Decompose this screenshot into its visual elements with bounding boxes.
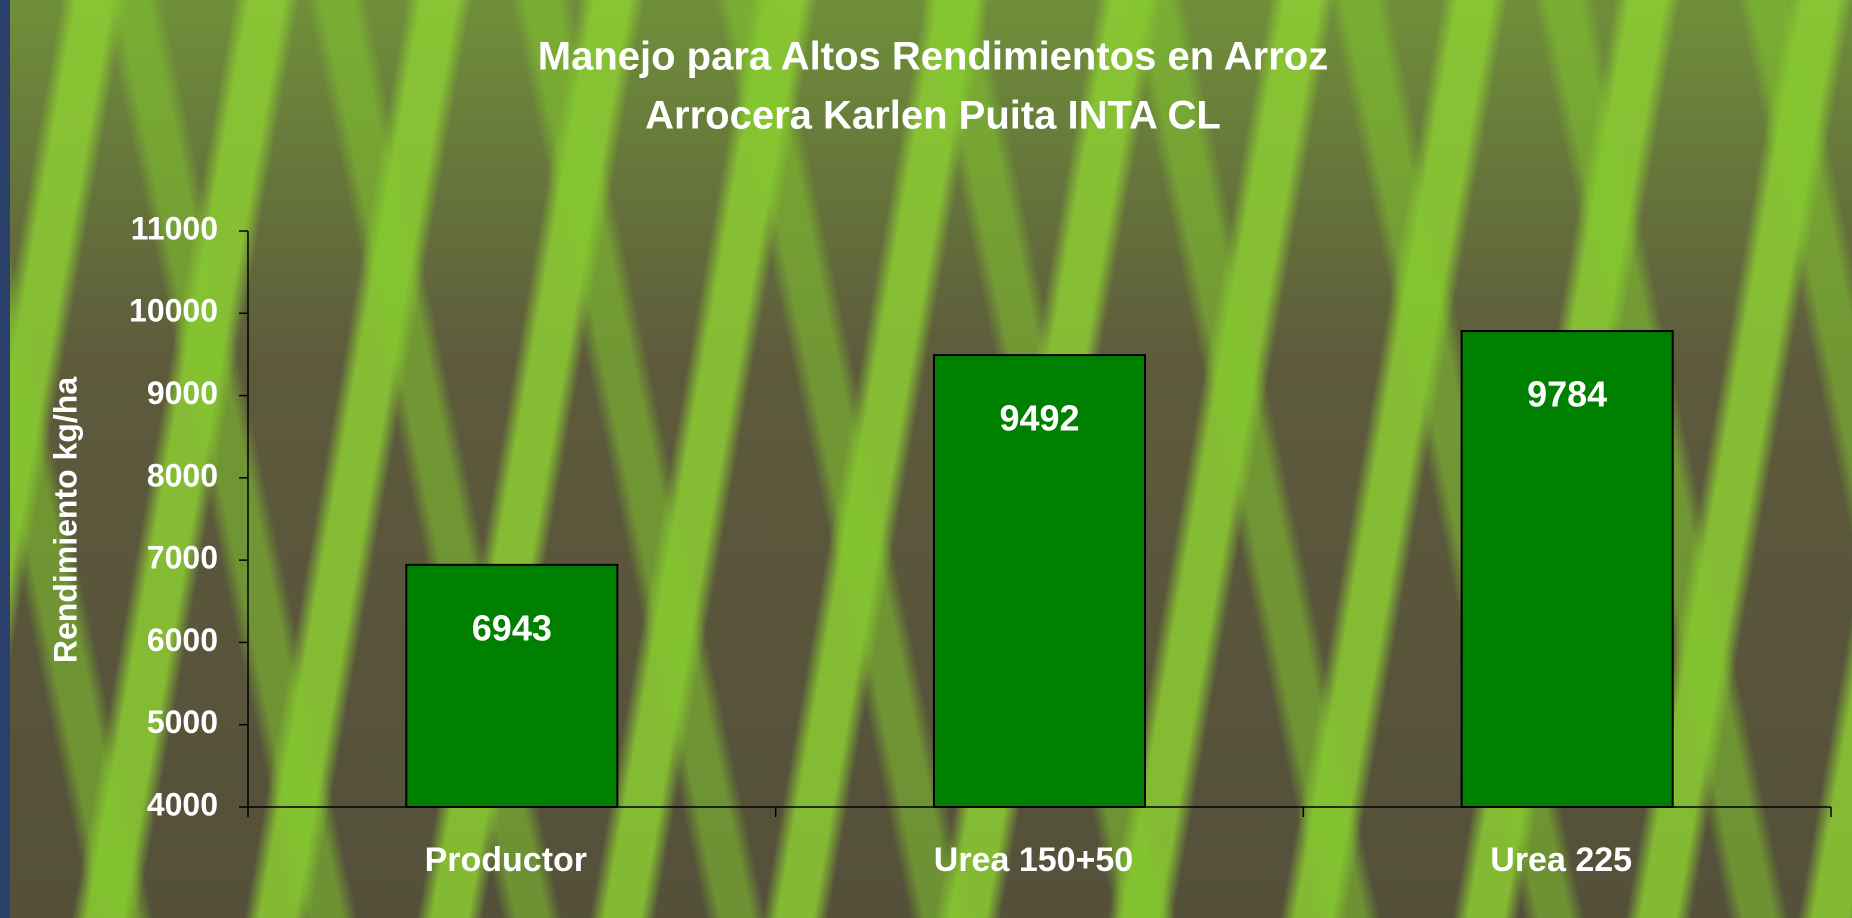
y-tick-label: 9000 [147,375,218,411]
value-label: 9492 [999,398,1079,439]
value-label: 6943 [472,607,552,648]
y-tick-label: 4000 [147,786,218,822]
bar [932,354,1147,808]
y-tick-label: 10000 [129,293,218,329]
y-axis-label: Rendimiento kg/ha [47,377,83,663]
y-tick-label: 8000 [147,457,218,493]
x-tick-label: Urea 225 [1490,841,1632,879]
chart-title: Manejo para Altos Rendimientos en Arroz [538,35,1329,79]
y-tick-label: 11000 [131,210,218,246]
y-tick-label: 5000 [147,704,218,740]
x-tick-label: Productor [425,841,587,879]
y-tick-label: 6000 [147,622,218,658]
value-label: 9784 [1527,374,1607,415]
bar [405,563,619,808]
y-tick-label: 7000 [147,540,218,576]
frame [0,0,10,918]
bar [1460,330,1674,808]
x-tick-label: Urea 150+50 [934,841,1133,879]
chart-subtitle: Arrocera Karlen Puita INTA CL [645,94,1221,138]
